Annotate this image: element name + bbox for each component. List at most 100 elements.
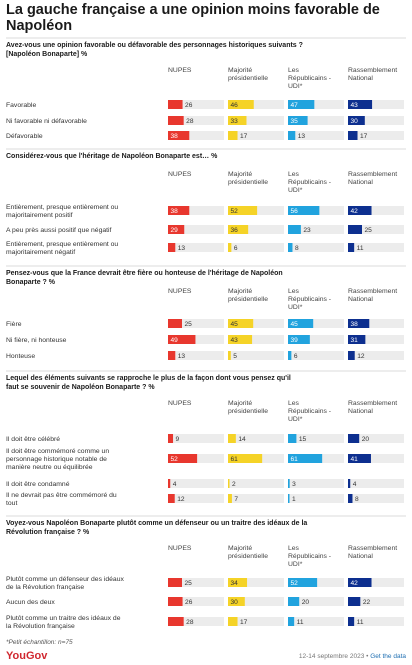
bar-track <box>168 243 224 252</box>
column-header: Les Républicains -UDI* <box>288 288 331 311</box>
row-label: Honteuse <box>6 353 35 360</box>
data-label: 56 <box>291 208 299 215</box>
bar <box>348 335 366 344</box>
data-label: 45 <box>291 321 299 328</box>
data-label: 38 <box>351 321 359 328</box>
bar-track <box>288 479 344 488</box>
bar-track <box>228 578 284 587</box>
data-label: 11 <box>297 619 304 626</box>
bar-track <box>288 494 344 503</box>
bar-track <box>288 319 344 328</box>
bar-track <box>288 335 344 344</box>
get-data-link[interactable]: Get the data <box>370 653 406 660</box>
bar-track <box>348 335 404 344</box>
chart-title: La gauche française a une opinion moins … <box>6 2 380 34</box>
data-label: 25 <box>185 321 193 328</box>
bar <box>228 116 247 125</box>
data-label: 26 <box>185 102 193 109</box>
data-label: 6 <box>294 353 298 360</box>
bar <box>288 100 315 109</box>
bar-track <box>288 243 344 252</box>
data-label: 36 <box>231 227 239 234</box>
data-label: 13 <box>178 245 186 252</box>
bar-track <box>348 434 404 443</box>
bar-track <box>168 578 224 587</box>
bar <box>228 335 253 344</box>
column-header: Les Républicains -UDI* <box>288 67 331 90</box>
bar <box>168 351 176 360</box>
bar <box>168 319 182 328</box>
data-label: 52 <box>291 580 299 587</box>
data-label: 25 <box>365 227 373 234</box>
bar-track <box>228 131 284 140</box>
data-label: 41 <box>351 456 359 463</box>
bar-track <box>288 434 344 443</box>
data-label: 8 <box>355 496 359 503</box>
bar-track <box>168 351 224 360</box>
question-text: Lequel des éléments suivants se rapproch… <box>6 375 291 391</box>
bar-track <box>168 494 224 503</box>
data-label: 45 <box>231 321 239 328</box>
data-label: 17 <box>360 133 368 140</box>
bar-track <box>348 578 404 587</box>
bar-track <box>348 225 404 234</box>
bar-track <box>288 617 344 626</box>
question-text: Avez-vous une opinion favorable ou défav… <box>6 42 303 58</box>
bar-track <box>168 131 224 140</box>
bar-track <box>348 131 404 140</box>
data-label: 11 <box>357 619 364 626</box>
column-header: Rassemblement National <box>348 400 397 415</box>
bar <box>288 243 293 252</box>
column-header: NUPES <box>168 171 192 178</box>
bar-track <box>348 617 404 626</box>
bar-track <box>348 243 404 252</box>
bar <box>168 131 190 140</box>
column-header: Rassemblement National <box>348 171 397 186</box>
bar <box>228 319 254 328</box>
bar <box>168 617 184 626</box>
column-header: Majorité présidentielle <box>228 400 268 415</box>
data-label: 1 <box>292 496 296 503</box>
bar <box>288 454 323 463</box>
column-header: NUPES <box>168 67 192 74</box>
bar <box>348 434 360 443</box>
row-label: Fière <box>6 321 22 328</box>
data-label: 7 <box>234 496 238 503</box>
data-label: 17 <box>240 619 248 626</box>
bar <box>168 578 182 587</box>
bar-track <box>348 494 404 503</box>
row-label: A peu près aussi positif que négatif <box>6 227 112 234</box>
bar <box>348 131 358 140</box>
bar <box>348 597 361 606</box>
data-label: 35 <box>291 118 299 125</box>
row-label: Défavorable <box>6 133 43 140</box>
bar-track <box>348 116 404 125</box>
data-label: 15 <box>299 436 307 443</box>
data-label: 30 <box>231 599 239 606</box>
bar <box>288 131 296 140</box>
column-header: Les Républicains -UDI* <box>288 171 331 194</box>
bar <box>168 597 183 606</box>
data-label: 5 <box>233 353 237 360</box>
bar <box>288 116 308 125</box>
bar <box>348 479 351 488</box>
bar <box>228 494 232 503</box>
row-label: Il ne devrait pas être commémoré du tout <box>6 492 117 507</box>
bar <box>348 578 372 587</box>
bar <box>228 597 245 606</box>
bar-track <box>168 116 224 125</box>
bar-track <box>288 131 344 140</box>
bar-track <box>228 335 284 344</box>
data-label: 42 <box>351 580 359 587</box>
row-label: Il doit être célébré <box>6 436 60 443</box>
data-label: 20 <box>362 436 370 443</box>
bar-track <box>348 100 404 109</box>
row-label: Entièrement, presque entièrement ou major… <box>6 241 118 256</box>
bar <box>228 206 258 215</box>
bar <box>228 100 254 109</box>
credit-line: 12-14 septembre 2023 • Get the data <box>299 653 406 660</box>
bar <box>168 116 184 125</box>
data-label: 11 <box>357 245 364 252</box>
bar-track <box>168 434 224 443</box>
